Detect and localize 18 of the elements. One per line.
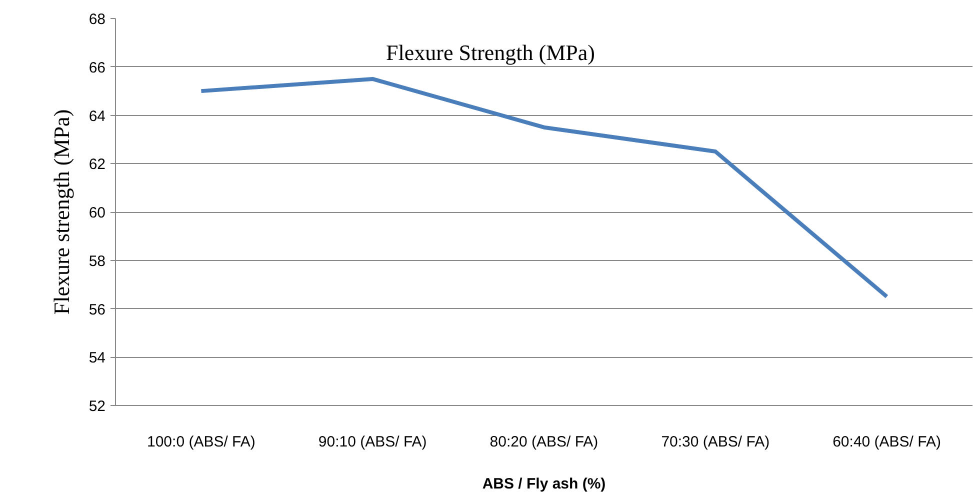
line-series [199, 76, 889, 299]
x-tick-label: 90:10 (ABS/ FA) [318, 434, 427, 450]
y-tick-label: 54 [88, 350, 106, 367]
y-tick-label: 58 [88, 252, 106, 270]
y-tick-label: 62 [88, 156, 106, 174]
y-tick-label: 64 [88, 108, 106, 125]
x-tick-label: 70:30 (ABS/ FA) [661, 434, 770, 450]
x-tick-label: 80:20 (ABS/ FA) [490, 434, 598, 450]
text: Flexure Strength (MPa) [386, 40, 595, 65]
y-tick-label: 66 [88, 59, 106, 76]
x-tick-label: 60:40 (ABS/ FA) [832, 434, 941, 450]
y-tick-label: 68 [88, 11, 106, 28]
y-tick-label: 56 [88, 301, 106, 318]
y-axis-title: Flexure strength (MPa) [48, 109, 74, 315]
x-tick-label: 100:0 (ABS/ FA) [147, 434, 256, 450]
y-tick-label: 60 [88, 204, 106, 222]
x-axis-title: ABS / Fly ash (%) [482, 476, 606, 492]
y-tick-label: 52 [88, 398, 106, 415]
